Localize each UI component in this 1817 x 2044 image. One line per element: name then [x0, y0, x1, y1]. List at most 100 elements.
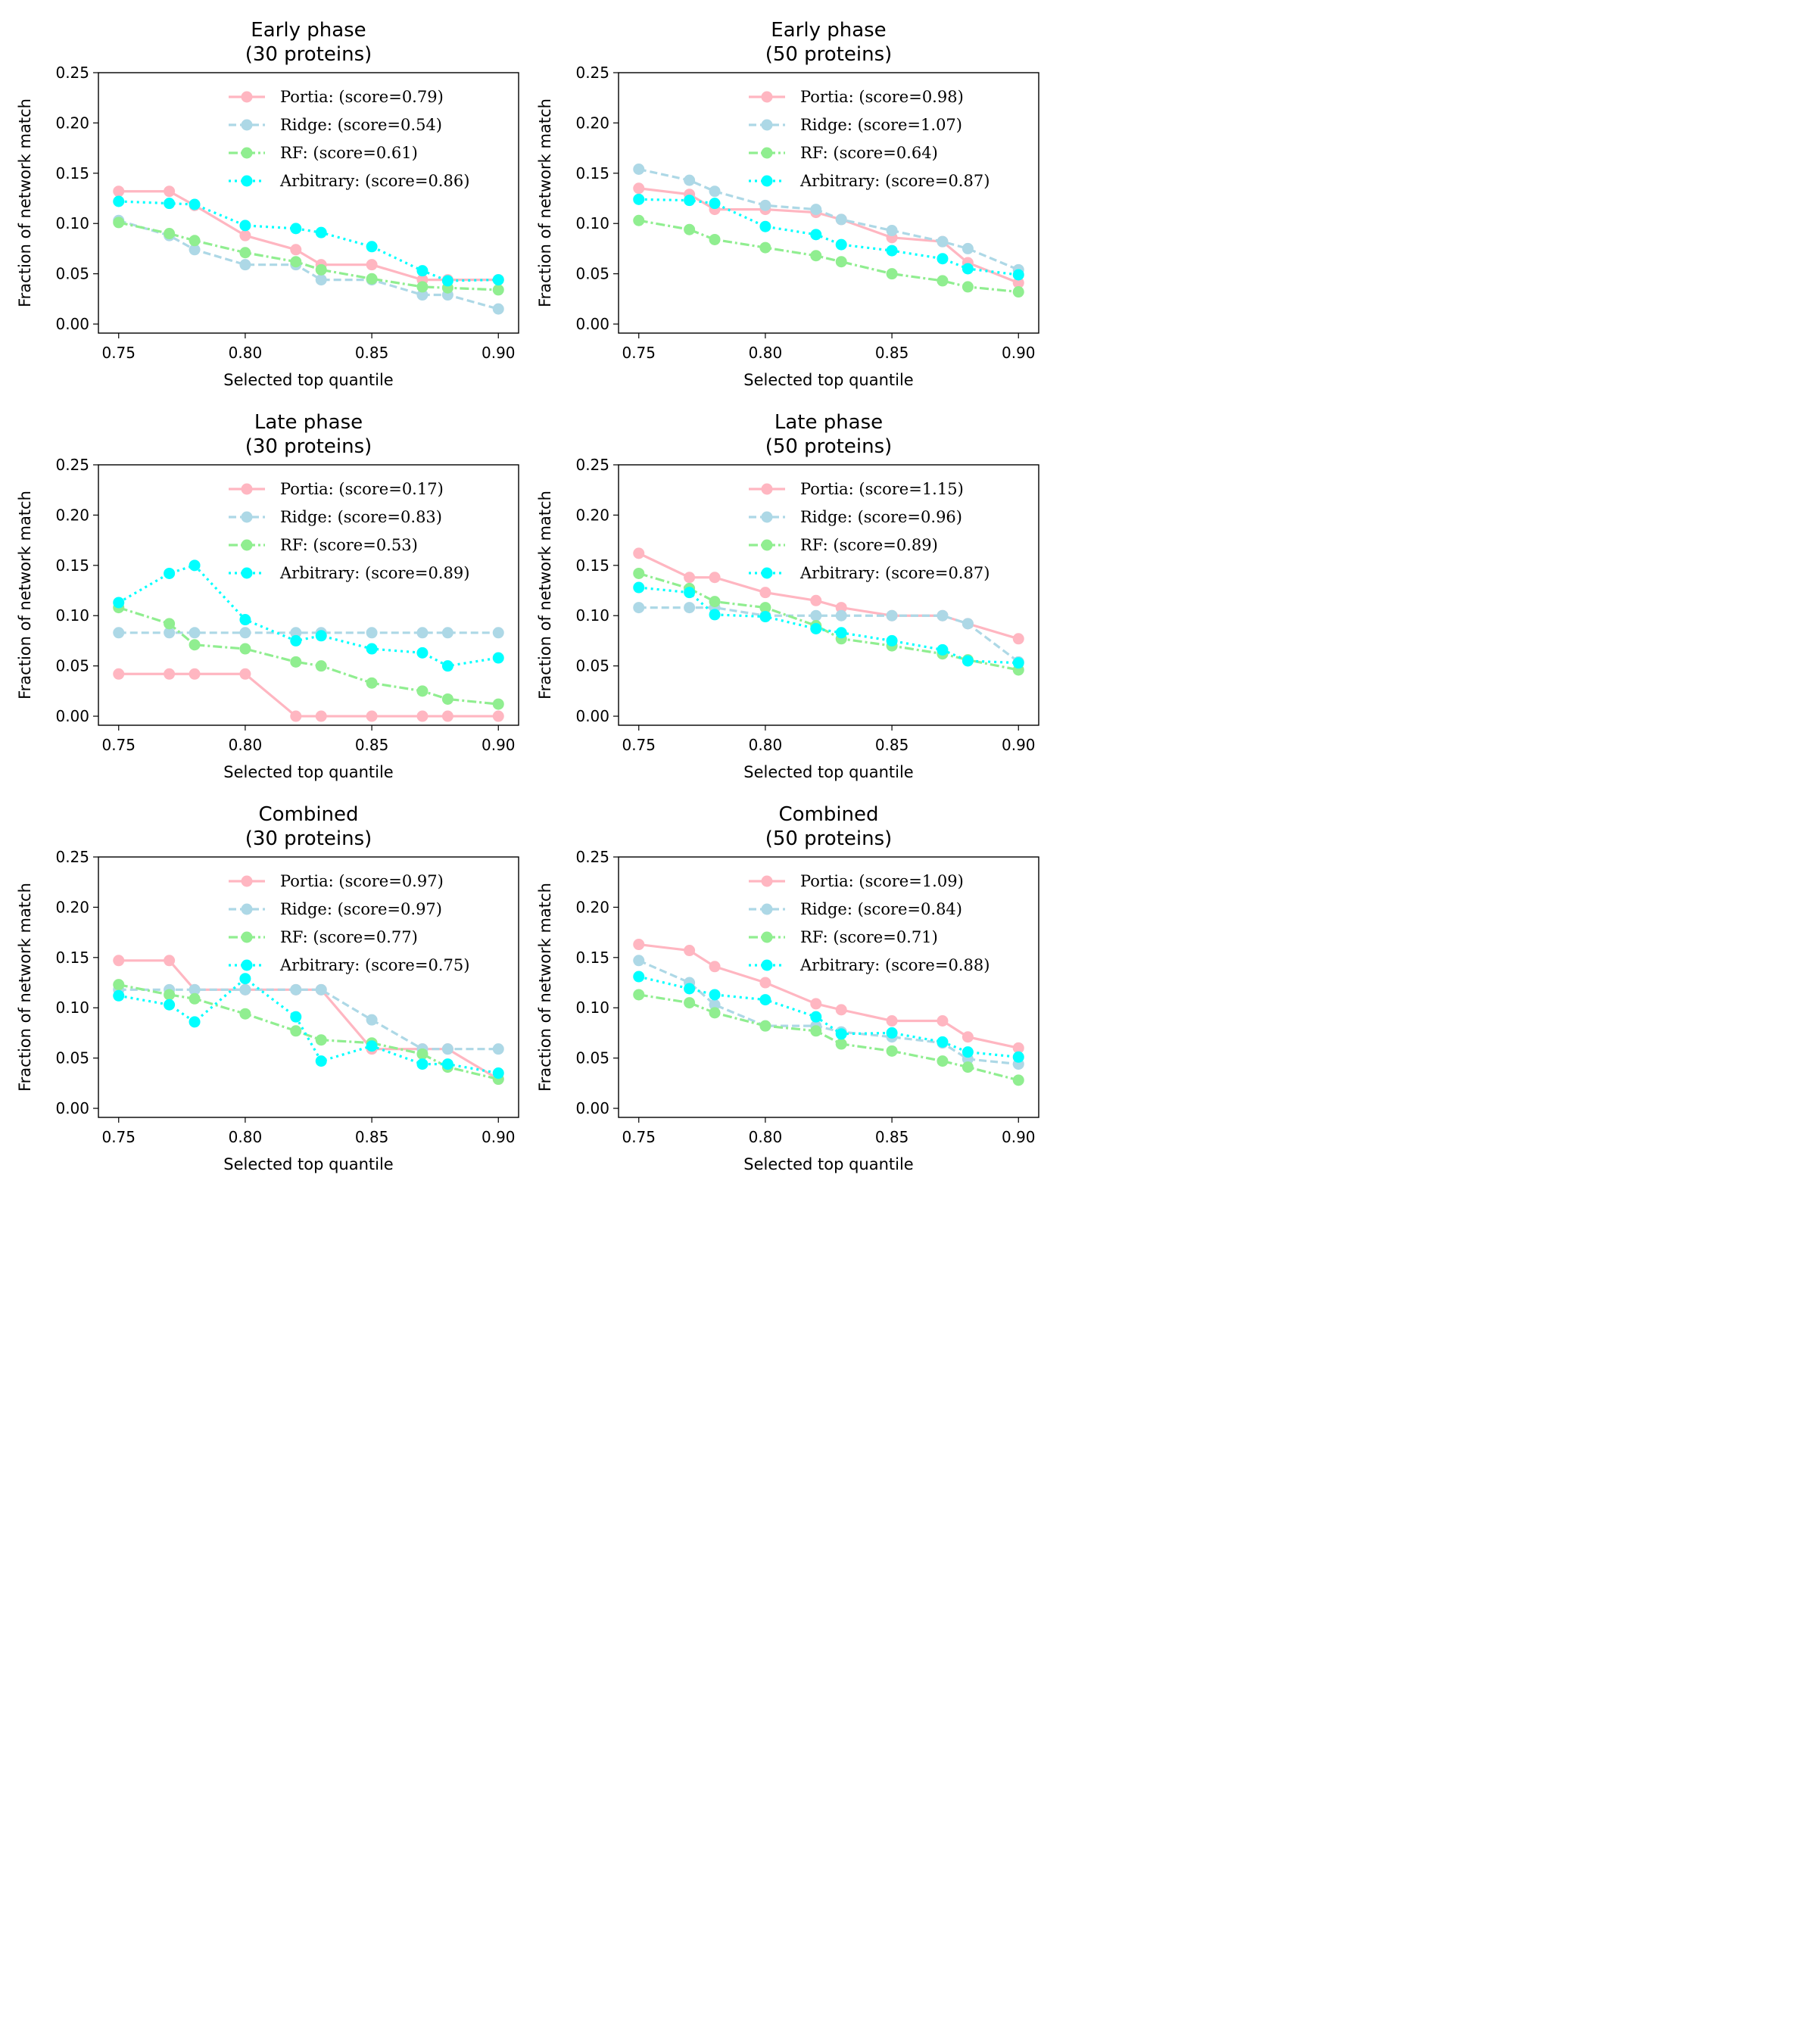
chart-title-line: (30 proteins): [245, 43, 372, 66]
data-point: [810, 1025, 822, 1037]
data-point: [835, 238, 847, 251]
data-point: [886, 1014, 898, 1027]
data-point: [164, 989, 176, 1001]
data-point: [810, 1011, 822, 1023]
data-point: [886, 225, 898, 237]
series-group: [633, 164, 1024, 276]
legend-entry-label: Arbitrary: (score=0.89): [279, 564, 469, 582]
data-point: [810, 998, 822, 1010]
data-point: [492, 1043, 504, 1055]
y-tick-label: 0.00: [575, 707, 609, 725]
series-line: [118, 672, 499, 718]
x-axis-label: Selected top quantile: [223, 371, 393, 389]
data-point: [810, 204, 822, 216]
data-point: [113, 195, 125, 207]
series-line: [638, 552, 1019, 640]
data-point: [315, 630, 327, 642]
data-point: [113, 668, 125, 680]
legend-swatch-marker: [241, 119, 253, 131]
legend-swatch-marker: [241, 91, 253, 103]
y-tick-label: 0.10: [55, 999, 89, 1017]
legend-swatch-marker: [241, 483, 253, 495]
data-point: [759, 977, 771, 989]
data-point: [366, 241, 378, 253]
data-point: [441, 627, 453, 639]
x-tick-label: 0.85: [355, 1128, 389, 1146]
x-tick-label: 0.75: [101, 344, 136, 362]
series-group: [633, 939, 1024, 1054]
y-axis-label: Fraction of network match: [16, 491, 34, 700]
legend-entry-label: Portia: (score=1.15): [800, 480, 964, 498]
series-group: [113, 559, 504, 672]
data-point: [492, 284, 504, 296]
legend-swatch-marker: [761, 147, 773, 159]
legend-swatch-marker: [241, 539, 253, 551]
legend-entry-label: Ridge: (score=0.83): [280, 508, 442, 526]
legend-entry-label: Ridge: (score=1.07): [800, 116, 962, 134]
data-point: [961, 1046, 974, 1058]
data-point: [709, 1007, 721, 1019]
legend-entry-label: Portia: (score=0.98): [800, 88, 964, 106]
data-point: [835, 602, 847, 614]
series-group: [113, 973, 504, 1080]
data-point: [164, 567, 176, 579]
data-point: [416, 710, 429, 722]
x-tick-label: 0.90: [1002, 736, 1036, 754]
x-tick-label: 0.75: [101, 736, 136, 754]
data-point: [759, 611, 771, 623]
y-tick-label: 0.15: [55, 949, 89, 967]
data-point: [684, 945, 696, 957]
y-tick-label: 0.00: [55, 707, 89, 725]
data-point: [315, 710, 327, 722]
series-line: [638, 167, 1019, 271]
data-point: [1012, 1074, 1024, 1086]
data-point: [239, 983, 251, 996]
series-group: [113, 668, 504, 722]
chart-panel-6: Combined(50 proteins) 0.75 0.80 0.85 0.90 0.0…: [536, 803, 1039, 1173]
data-point: [315, 983, 327, 996]
y-tick-label: 0.15: [55, 164, 89, 182]
legend-entry-label: Portia: (score=0.97): [280, 872, 444, 890]
series-line: [638, 572, 1019, 671]
data-point: [164, 198, 176, 210]
chart-panel-5: Combined(30 proteins) 0.75 0.80 0.85 0.90 0.0…: [16, 803, 519, 1173]
data-point: [164, 999, 176, 1011]
data-point: [684, 587, 696, 599]
data-point: [290, 1025, 302, 1037]
legend-swatch-marker: [761, 119, 773, 131]
chart-panel-2: Early phase(50 proteins) 0.75 0.80 0.85 0.90…: [536, 19, 1039, 389]
data-point: [441, 693, 453, 705]
chart-title-line: Combined: [778, 803, 878, 826]
data-point: [759, 199, 771, 211]
y-tick-label: 0.00: [575, 1099, 609, 1117]
chart-panel-3: Late phase(30 proteins) 0.75 0.80 0.85 0.90 0…: [16, 411, 519, 781]
data-point: [366, 273, 378, 285]
y-tick-label: 0.25: [55, 456, 89, 474]
data-point: [189, 983, 201, 996]
legend-swatch-marker: [761, 959, 773, 971]
y-axis-label: Fraction of network match: [536, 883, 554, 1092]
data-point: [290, 634, 302, 647]
data-point: [709, 609, 721, 621]
data-point: [239, 627, 251, 639]
data-point: [1012, 1051, 1024, 1063]
chart-title-line: (50 proteins): [765, 827, 893, 850]
data-point: [239, 247, 251, 259]
data-point: [886, 245, 898, 257]
data-point: [164, 228, 176, 240]
data-point: [189, 198, 201, 210]
series-line: [118, 983, 499, 1081]
series-group: [113, 627, 504, 639]
data-point: [164, 185, 176, 198]
data-point: [1012, 657, 1024, 669]
data-point: [709, 596, 721, 608]
y-tick-label: 0.10: [575, 606, 609, 625]
data-point: [886, 609, 898, 622]
axes-frame: [98, 856, 519, 1118]
data-point: [416, 627, 429, 639]
data-point: [835, 213, 847, 226]
legend-entry-label: RF: (score=0.77): [280, 928, 418, 946]
data-point: [684, 174, 696, 186]
data-point: [937, 1055, 949, 1067]
data-point: [416, 281, 429, 293]
